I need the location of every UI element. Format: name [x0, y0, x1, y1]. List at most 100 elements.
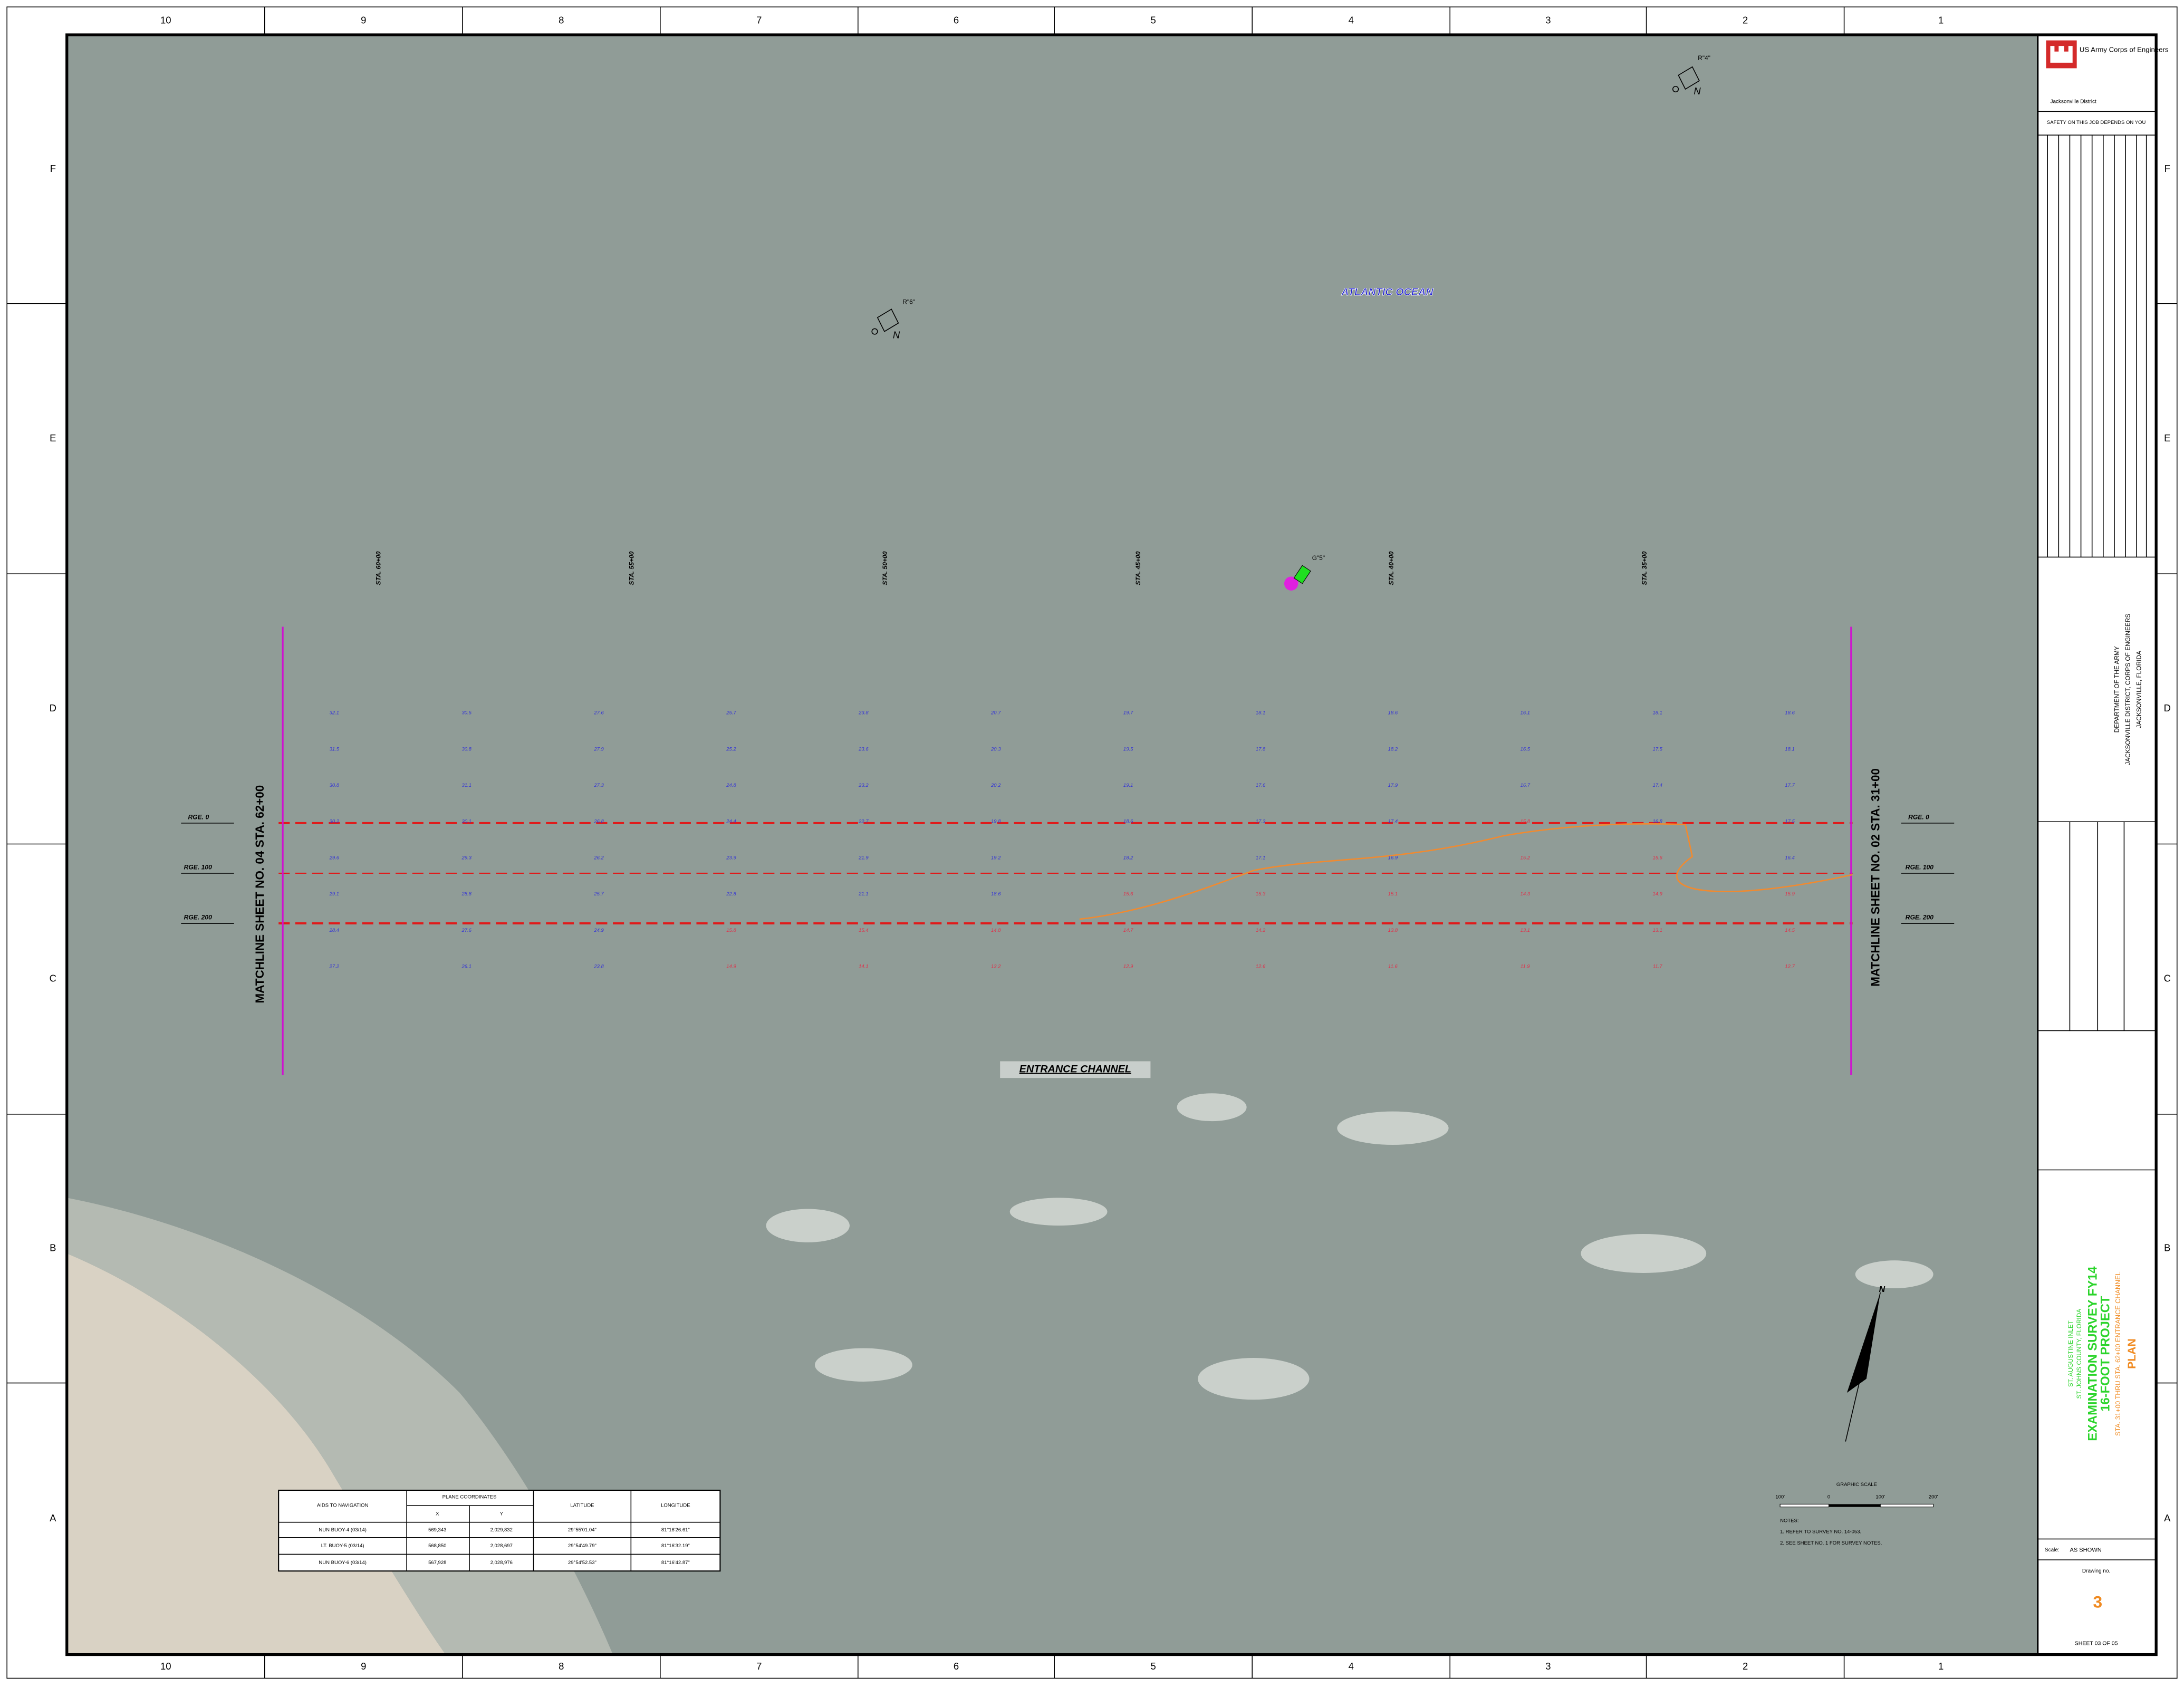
navigation-table — [278, 1489, 721, 1572]
station-label: STA. 45+00 — [1134, 551, 1142, 585]
sounding: 15.3 — [1256, 891, 1266, 897]
buoy-anchor — [1672, 85, 1679, 93]
sounding: 24.9 — [593, 928, 604, 933]
buoy-symbol — [1678, 66, 1700, 90]
table-cell: 81°16'42.87" — [661, 1560, 690, 1566]
surf — [1855, 1260, 1933, 1289]
table-header: LONGITUDE — [661, 1503, 690, 1509]
surf — [1337, 1111, 1449, 1145]
sounding: 18.6 — [1785, 710, 1795, 716]
sounding: 17.4 — [1652, 783, 1662, 788]
scale-segment — [1829, 1504, 1881, 1507]
sheet-type: PLAN — [2126, 1338, 2138, 1368]
sounding: 14.9 — [726, 963, 736, 969]
sounding: 15.1 — [1388, 891, 1398, 897]
sounding: 13.1 — [1652, 928, 1662, 933]
row-label: D — [2164, 702, 2171, 713]
sounding: 15.6 — [1123, 891, 1133, 897]
sounding: 24.8 — [726, 783, 736, 788]
surf-patches — [766, 1093, 1933, 1400]
station-label: STA. 60+00 — [375, 551, 382, 585]
sounding: 28.8 — [461, 891, 472, 897]
sounding: 18.6 — [1123, 819, 1133, 825]
scale-label: 200' — [1929, 1494, 1938, 1500]
column-label: 5 — [1151, 14, 1156, 25]
sounding: 17.5 — [1785, 819, 1795, 825]
district: Jacksonville District — [2050, 99, 2096, 104]
column-label: 3 — [1545, 1661, 1551, 1672]
note: 2. SEE SHEET NO. 1 FOR SURVEY NOTES. — [1780, 1540, 1882, 1546]
sounding: 30.2 — [330, 819, 340, 825]
table-cell: 569,343 — [428, 1527, 446, 1533]
sounding: 12.6 — [1256, 963, 1266, 969]
sounding: 23.8 — [858, 710, 869, 716]
sounding: 13.2 — [991, 963, 1001, 969]
sounding: 12.9 — [1123, 963, 1133, 969]
column-label: 7 — [756, 14, 762, 25]
sounding: 16.8 — [1652, 819, 1662, 825]
sounding: 25.2 — [726, 746, 736, 752]
scale-segment — [1880, 1503, 1934, 1508]
sounding: 30.8 — [330, 783, 340, 788]
project-subtitle: STA. 31+00 THRU STA. 62+00 ENTRANCE CHAN… — [2114, 1271, 2122, 1436]
outer-frame — [6, 6, 2178, 1679]
scale-value: AS SHOWN — [2070, 1547, 2101, 1553]
column-label: 8 — [559, 14, 564, 25]
surf — [1198, 1358, 1310, 1400]
sounding: 18.1 — [1256, 710, 1265, 716]
agency: US Army Corps of Engineers — [2080, 46, 2169, 54]
sounding: 15.8 — [726, 928, 736, 933]
table-cell: 29°54'49.79" — [568, 1543, 596, 1549]
sounding: 23.9 — [726, 855, 736, 861]
column-label: 6 — [954, 1661, 959, 1672]
sounding: 29.1 — [329, 891, 339, 897]
sounding: 18.2 — [1388, 746, 1398, 752]
column-label: 1 — [1938, 14, 1944, 25]
station-label: STA. 40+00 — [1388, 551, 1395, 585]
sounding: 15.2 — [1521, 855, 1531, 861]
sounding: 21.1 — [858, 891, 868, 897]
row-label: A — [50, 1512, 56, 1523]
sounding: 31.1 — [461, 783, 471, 788]
sounding: 14.1 — [859, 963, 868, 969]
table-cell: 567,928 — [428, 1560, 446, 1566]
station-label: STA. 35+00 — [1641, 551, 1648, 585]
sounding: 20.3 — [990, 746, 1001, 752]
sounding: 24.4 — [726, 819, 736, 825]
sounding: 19.2 — [991, 855, 1001, 861]
range-label: RGE. 100 — [1906, 864, 1933, 871]
sounding: 17.7 — [1785, 783, 1795, 788]
scale-caption: Scale: — [2045, 1547, 2060, 1553]
sounding: 13.8 — [1388, 928, 1398, 933]
row-label: F — [2164, 163, 2170, 174]
title-block — [2037, 40, 2157, 1560]
sounding: 15.6 — [1652, 855, 1662, 861]
matchline-label: MATCHLINE SHEET NO. 04 STA. 62+00 — [253, 785, 266, 1004]
sounding: 32.1 — [330, 710, 339, 716]
sounding: 25.7 — [593, 891, 604, 897]
sounding: 17.9 — [1388, 783, 1398, 788]
sounding: 31.5 — [330, 746, 340, 752]
row-label: D — [50, 702, 56, 713]
row-label: C — [50, 973, 56, 984]
buoy-symbol — [1293, 565, 1311, 584]
column-label: 2 — [1743, 1661, 1748, 1672]
stations: STA. 60+00 STA. 55+00 STA. 50+00 STA. 45+00… — [375, 551, 1649, 585]
sounding: 14.5 — [1785, 928, 1795, 933]
sounding: 20.7 — [990, 710, 1001, 716]
sounding: 17.3 — [1256, 819, 1266, 825]
sounding: 16.9 — [1388, 855, 1398, 861]
table-cell: 2,028,976 — [490, 1560, 513, 1566]
sounding: 18.6 — [1388, 710, 1398, 716]
sounding: 30.8 — [461, 746, 472, 752]
sounding: 16.4 — [1785, 855, 1794, 861]
sounding: 27.6 — [461, 928, 472, 933]
sounding: 26.1 — [461, 963, 471, 969]
surf — [1581, 1234, 1707, 1273]
sounding: 30.5 — [461, 710, 472, 716]
sounding: 28.4 — [329, 928, 339, 933]
sounding: 16.7 — [1521, 783, 1531, 788]
north-label: N — [893, 329, 900, 340]
sounding: 17.1 — [1256, 855, 1265, 861]
table-cell: 2,028,697 — [490, 1543, 513, 1549]
